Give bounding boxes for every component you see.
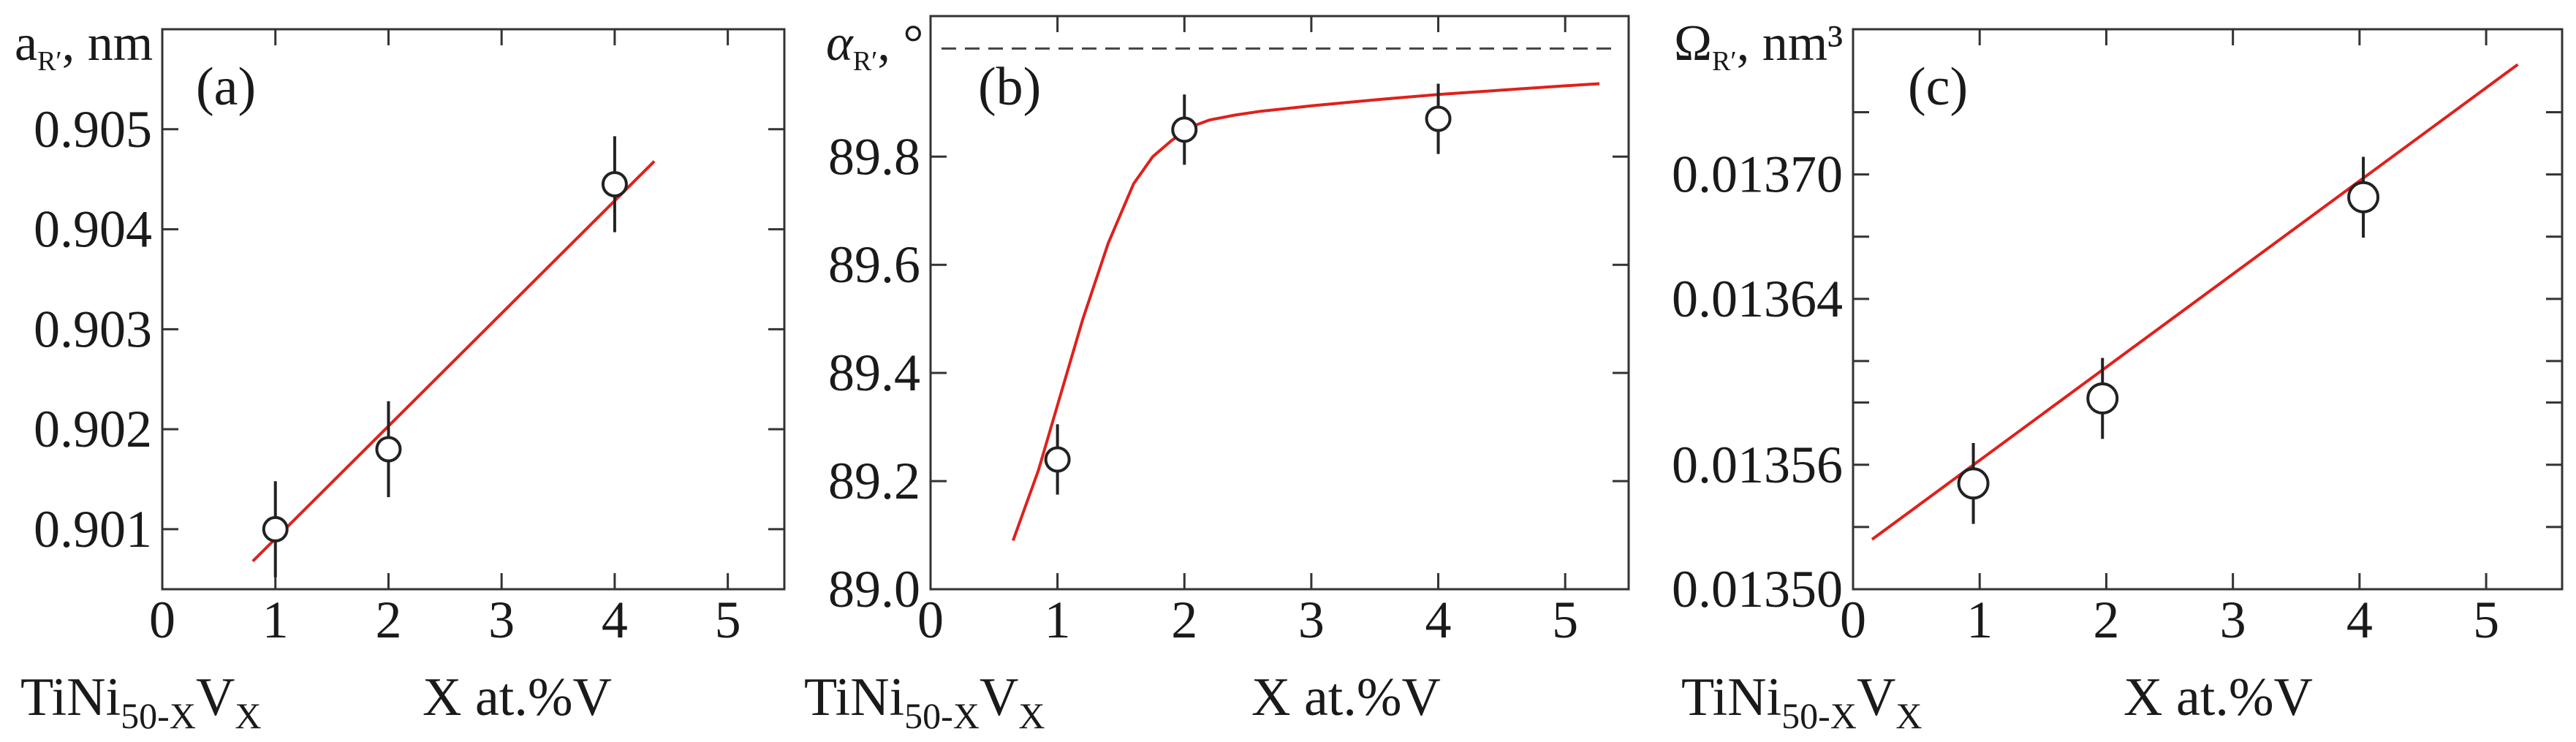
x-tick-label: 2 [375, 591, 401, 649]
y-axis-subscript: R′ [37, 46, 62, 77]
x-tick-label: 0 [917, 591, 944, 649]
tick-marks [161, 29, 784, 589]
y-axis-unit: , nm³ [1737, 15, 1843, 72]
x-tick-label: 4 [1425, 591, 1452, 649]
data-points [262, 136, 628, 578]
panel-b: 0 1 2 3 4 5 89.0 89.2 89.4 89.6 89.8 (b) αR′, ° Ti… [804, 15, 1630, 736]
x-axis-label: X at.%V [423, 667, 612, 727]
tick-labels: 0 1 2 3 4 5 0.01350 0.01356 0.01364 0.01370 [1672, 145, 2499, 649]
y-axis-symbol: Ω [1674, 15, 1712, 72]
x-tick-label: 5 [2473, 591, 2499, 649]
y-tick-label: 89.8 [828, 127, 920, 186]
y-axis-label: ΩR′, nm³ [1674, 15, 1843, 77]
data-point [1425, 105, 1452, 132]
data-points [1957, 156, 2380, 524]
data-points [1044, 83, 1452, 495]
fit-line-group [1871, 63, 2519, 541]
x-tick-label: 5 [1552, 591, 1578, 649]
data-point [1044, 446, 1071, 473]
data-point [1171, 116, 1198, 143]
compound-subscript: 50-X [904, 695, 980, 736]
y-tick-label: 89.6 [828, 235, 920, 294]
plot-frame [929, 15, 1630, 591]
y-tick-label: 89.2 [828, 452, 920, 510]
x-tick-label: 0 [1840, 591, 1866, 649]
y-tick-label: 0.01370 [1672, 145, 1843, 204]
x-tick-label: 3 [1298, 591, 1325, 649]
x-tick-label: 2 [1171, 591, 1197, 649]
y-axis-subscript: R′ [1712, 46, 1737, 77]
compound-element: V [980, 667, 1018, 727]
tick-labels: 0 1 2 3 4 5 0.901 0.902 0.903 0.904 0.905 [34, 100, 741, 649]
y-tick-label: 0.903 [34, 300, 152, 358]
compound-formula: TiNi [20, 667, 121, 727]
x-tick-label: 3 [488, 591, 515, 649]
x-tick-label: 5 [715, 591, 741, 649]
compound-subscript: 50-X [121, 695, 196, 736]
data-point [262, 515, 289, 542]
fit-line-group [1012, 82, 1600, 542]
y-tick-label: 0.01364 [1672, 270, 1843, 328]
compound-element-subscript: X [235, 695, 261, 736]
panel-a: 0 1 2 3 4 5 0.901 0.902 0.903 0.904 0.905 (a) aR′,… [15, 15, 786, 736]
fit-line [1871, 63, 2519, 541]
y-tick-label: 0.902 [34, 400, 152, 458]
y-tick-label: 0.01350 [1672, 560, 1843, 618]
compound-element-subscript: X [1018, 695, 1045, 736]
x-axis-compound: TiNi50-XVX [1681, 667, 1922, 736]
data-point [2347, 181, 2380, 213]
panel-label: (b) [978, 57, 1041, 117]
plot-frame [1852, 28, 2564, 591]
y-tick-label: 0.01356 [1672, 436, 1843, 494]
x-axis-label: X at.%V [2124, 667, 2313, 727]
panel-label: (c) [1908, 57, 1968, 117]
y-axis-label: aR′, nm [15, 15, 153, 77]
x-axis-label: X at.%V [1251, 667, 1441, 727]
y-tick-label: 0.905 [34, 100, 152, 159]
y-tick-label: 89.4 [828, 344, 920, 402]
panel-c: 0 1 2 3 4 5 0.01350 0.01356 0.01364 0.01370 (c) Ω… [1672, 15, 2564, 736]
x-tick-label: 1 [1045, 591, 1071, 649]
data-point [2086, 382, 2119, 414]
y-tick-label: 89.0 [828, 560, 920, 618]
y-tick-label: 0.901 [34, 500, 152, 559]
fit-line [251, 160, 656, 563]
compound-element: V [196, 667, 235, 727]
tick-labels: 0 1 2 3 4 5 89.0 89.2 89.4 89.6 89.8 [828, 127, 1578, 649]
x-axis-compound: TiNi50-XVX [804, 667, 1045, 736]
compound-formula: TiNi [804, 667, 904, 727]
plot-frame [161, 28, 786, 591]
y-axis-subscript: R′ [853, 46, 878, 77]
x-tick-label: 4 [602, 591, 628, 649]
fit-line [1012, 82, 1600, 542]
data-point [375, 436, 402, 463]
x-axis-compound: TiNi50-XVX [20, 667, 262, 736]
compound-subscript: 50-X [1781, 695, 1857, 736]
tick-marks [1852, 29, 2562, 591]
y-axis-symbol: α [826, 15, 854, 72]
x-tick-label: 3 [2220, 591, 2246, 649]
x-tick-label: 0 [149, 591, 175, 649]
compound-element: V [1857, 667, 1895, 727]
x-tick-label: 2 [2093, 591, 2119, 649]
fit-line-group [251, 160, 656, 563]
y-axis-label: αR′, ° [826, 15, 923, 77]
compound-element-subscript: X [1895, 695, 1922, 736]
x-tick-label: 1 [1966, 591, 1993, 649]
y-tick-label: 0.904 [34, 200, 152, 259]
data-point [1957, 467, 1990, 500]
x-tick-label: 4 [2346, 591, 2373, 649]
y-axis-unit: , nm [62, 15, 153, 72]
y-axis-symbol: a [15, 15, 37, 72]
data-point [601, 171, 628, 198]
x-tick-label: 1 [262, 591, 289, 649]
panel-label: (a) [196, 57, 256, 117]
compound-formula: TiNi [1681, 667, 1781, 727]
tick-marks [929, 16, 1629, 591]
y-axis-unit: , ° [877, 15, 923, 72]
